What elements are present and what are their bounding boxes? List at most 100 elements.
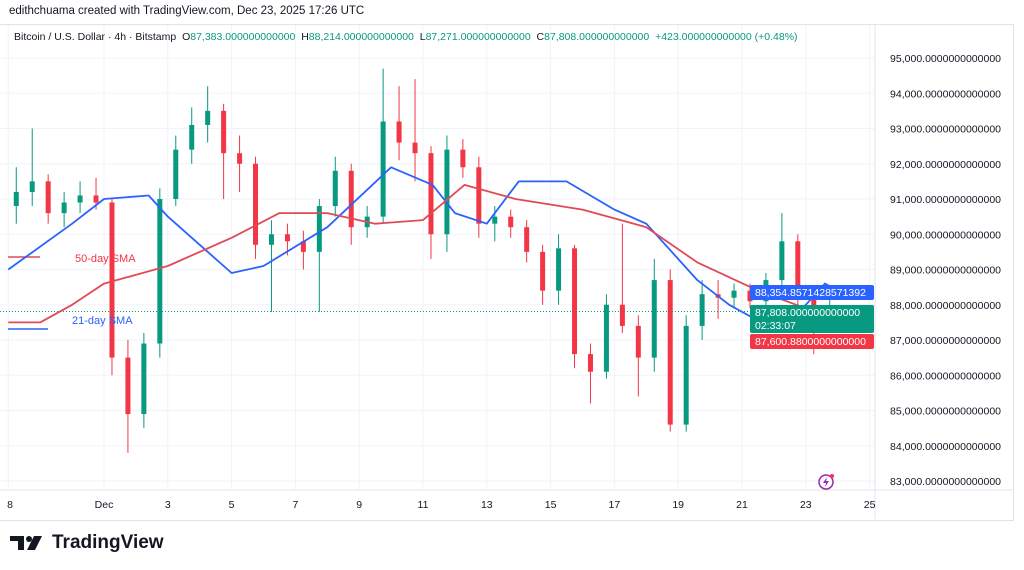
candle-body — [587, 354, 593, 372]
candle-body — [460, 149, 466, 168]
candle — [651, 258, 657, 372]
last-price-tag-text: 87,808.000000000000 — [755, 307, 860, 319]
sma21-price-tag: 88,354.8571428571392 — [750, 285, 874, 300]
candle — [460, 139, 466, 178]
candle — [141, 332, 147, 429]
candle-body — [45, 181, 51, 214]
candle — [45, 174, 51, 224]
candle — [476, 156, 482, 238]
low-value: 87,271.000000000000 — [425, 31, 531, 43]
candle-body — [556, 248, 562, 291]
candle — [779, 213, 785, 288]
sma50-line — [8, 183, 842, 324]
sma21-price-tag-bg — [750, 285, 874, 300]
candle — [316, 199, 322, 312]
candle-body — [77, 195, 83, 203]
x-tick-label: 19 — [672, 499, 684, 511]
candle — [619, 223, 625, 333]
candle — [300, 230, 306, 270]
candle-body — [332, 170, 338, 207]
y-tick-label: 95,000.0000000000000 — [890, 53, 1001, 65]
candle-body — [619, 304, 625, 326]
candle-body — [380, 121, 386, 217]
y-tick-label: 92,000.0000000000000 — [890, 159, 1001, 171]
x-tick-label: 9 — [356, 499, 362, 511]
y-tick-label: 88,000.0000000000000 — [890, 300, 1001, 312]
candle-body — [109, 202, 115, 358]
candle — [444, 135, 450, 252]
y-tick-label: 87,000.0000000000000 — [890, 335, 1001, 347]
last-price-tag-text: 02:33:07 — [755, 320, 796, 332]
y-tick-label: 84,000.0000000000000 — [890, 441, 1001, 453]
ohlc-legend: Bitcoin / U.S. Dollar · 4h · Bitstamp O8… — [14, 31, 798, 43]
candle — [109, 199, 115, 376]
candle-body — [572, 248, 578, 355]
high-value: 88,214.000000000000 — [308, 31, 414, 43]
candle — [683, 315, 689, 432]
candle-body — [540, 251, 546, 291]
candle — [77, 181, 83, 214]
y-tick-label: 93,000.0000000000000 — [890, 124, 1001, 136]
candle — [428, 146, 434, 259]
candle — [731, 283, 737, 309]
flash-icon-dot — [830, 474, 834, 478]
x-tick-label: 23 — [800, 499, 812, 511]
candle — [380, 68, 386, 224]
candle-body — [667, 280, 673, 425]
chart-credit: edithchuama created with TradingView.com… — [9, 5, 365, 17]
candle — [587, 343, 593, 404]
candle-body — [205, 110, 211, 125]
candle-body — [444, 149, 450, 235]
candle — [253, 156, 259, 259]
x-tick-label: 11 — [418, 499, 429, 511]
candle — [524, 220, 530, 263]
x-tick-label: 17 — [609, 499, 621, 511]
candle — [556, 234, 562, 305]
x-tick-label: 21 — [736, 499, 748, 511]
candle-body — [779, 241, 785, 281]
x-tick-label: 7 — [292, 499, 298, 511]
y-tick-label: 94,000.0000000000000 — [890, 88, 1001, 100]
x-tick-label: 8 — [7, 499, 13, 511]
candle-body — [651, 280, 657, 358]
y-tick-label: 91,000.0000000000000 — [890, 194, 1001, 206]
close-value: 87,808.000000000000 — [544, 31, 650, 43]
candle — [508, 209, 514, 238]
candle-body — [268, 234, 274, 245]
candle-body — [731, 290, 737, 298]
candle — [603, 294, 609, 379]
candle-body — [747, 290, 753, 302]
candle — [13, 167, 19, 224]
candle — [284, 223, 290, 256]
y-tick-label: 85,000.0000000000000 — [890, 406, 1001, 418]
candle — [173, 135, 179, 207]
candle-body — [157, 199, 163, 344]
candle — [189, 107, 195, 164]
candle — [221, 103, 227, 199]
last-price-tag-bg — [750, 305, 874, 333]
candle-body — [683, 325, 689, 425]
sma21-price-tag-text: 88,354.8571428571392 — [755, 287, 866, 299]
candle-body — [61, 202, 67, 214]
x-tick-label: 3 — [165, 499, 171, 511]
symbol-info[interactable]: Bitcoin / U.S. Dollar · 4h · Bitstamp — [14, 31, 177, 43]
candle-body — [492, 216, 498, 224]
candle — [268, 220, 274, 312]
low-label: L — [419, 31, 426, 43]
sma21-annotation: 21-day SMA — [72, 315, 133, 327]
candle — [715, 280, 721, 319]
candle — [540, 244, 546, 305]
candle — [332, 156, 338, 217]
candle-body — [141, 343, 147, 415]
x-tick-label: 13 — [481, 499, 493, 511]
candle — [412, 79, 418, 182]
flash-icon-bolt — [823, 477, 829, 487]
candle-body — [508, 216, 514, 228]
candle-body — [699, 294, 705, 326]
flash-icon-ring — [818, 474, 834, 490]
x-tick-label: 25 — [864, 499, 876, 511]
candle-body — [253, 163, 259, 245]
candle-body — [635, 325, 641, 358]
